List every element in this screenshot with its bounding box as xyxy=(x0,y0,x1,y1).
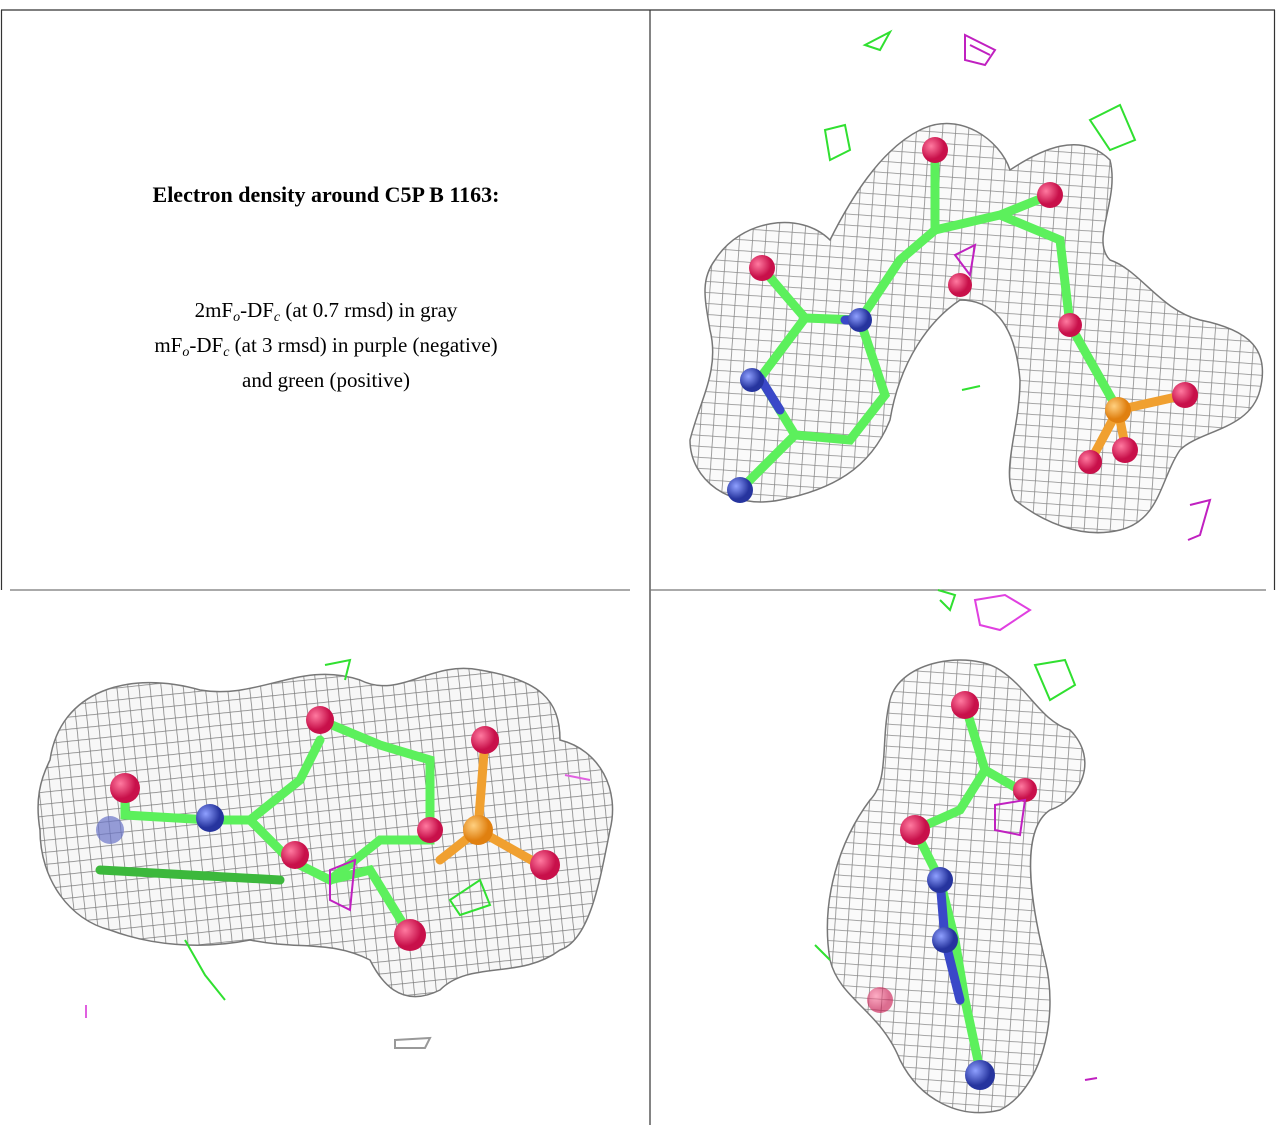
body: Electron density around C5P B 1163: 2mFo… xyxy=(0,0,1276,1125)
legend-text: and green (positive) xyxy=(242,368,410,392)
atom xyxy=(1037,182,1063,208)
atom xyxy=(922,137,948,163)
atom xyxy=(394,919,426,951)
atom xyxy=(927,867,953,893)
mesh-stroke xyxy=(690,124,1263,533)
mesh-stroke xyxy=(827,660,1084,1113)
atom xyxy=(740,368,764,392)
atom xyxy=(463,815,493,845)
legend-text: 2mF xyxy=(195,298,234,322)
legend-text: -DF xyxy=(240,298,274,322)
atom xyxy=(1105,397,1131,423)
mesh-stroke xyxy=(1035,660,1075,700)
atom xyxy=(1013,778,1037,802)
legend-title: Electron density around C5P B 1163: xyxy=(2,182,650,208)
legend-line: and green (positive) xyxy=(2,363,650,398)
atom xyxy=(110,773,140,803)
atom xyxy=(96,816,124,844)
atom xyxy=(471,726,499,754)
mesh-stroke xyxy=(965,35,995,65)
atom xyxy=(951,691,979,719)
mesh-stroke xyxy=(825,125,850,160)
atom xyxy=(196,804,224,832)
density-image-top xyxy=(690,32,1263,540)
atom xyxy=(867,987,893,1013)
legend-text: (at 0.7 rmsd) in gray xyxy=(280,298,457,322)
mesh-stroke xyxy=(938,590,955,610)
legend-line: mFo-DFc (at 3 rmsd) in purple (negative) xyxy=(2,328,650,363)
legend-cell: Electron density around C5P B 1163: 2mFo… xyxy=(2,10,650,590)
legend-text: mF xyxy=(154,333,182,357)
legend-text: -DF xyxy=(189,333,223,357)
atom xyxy=(932,927,958,953)
atom xyxy=(281,841,309,869)
mesh-stroke xyxy=(1188,500,1210,540)
page: {"legend": { "title": "Electron density … xyxy=(0,0,1276,1125)
atom xyxy=(417,817,443,843)
atom xyxy=(900,815,930,845)
mesh-stroke xyxy=(1090,105,1135,150)
mesh-stroke xyxy=(865,32,890,50)
atom xyxy=(530,850,560,880)
atom xyxy=(727,477,753,503)
atom xyxy=(1078,450,1102,474)
mesh-stroke xyxy=(962,386,980,390)
atom xyxy=(965,1060,995,1090)
atom xyxy=(948,273,972,297)
legend-line: 2mFo-DFc (at 0.7 rmsd) in gray xyxy=(2,293,650,328)
atom xyxy=(306,706,334,734)
atom xyxy=(1112,437,1138,463)
mesh-stroke xyxy=(185,940,225,1000)
mesh-stroke xyxy=(1085,1078,1097,1080)
atom xyxy=(1058,313,1082,337)
atom xyxy=(749,255,775,281)
mesh-stroke xyxy=(975,595,1030,630)
legend-text: (at 3 rmsd) in purple (negative) xyxy=(229,333,497,357)
density-image-right xyxy=(815,590,1097,1113)
atom xyxy=(848,308,872,332)
atom xyxy=(1172,382,1198,408)
mesh-stroke xyxy=(395,1038,430,1048)
density-image-left xyxy=(38,660,613,1048)
